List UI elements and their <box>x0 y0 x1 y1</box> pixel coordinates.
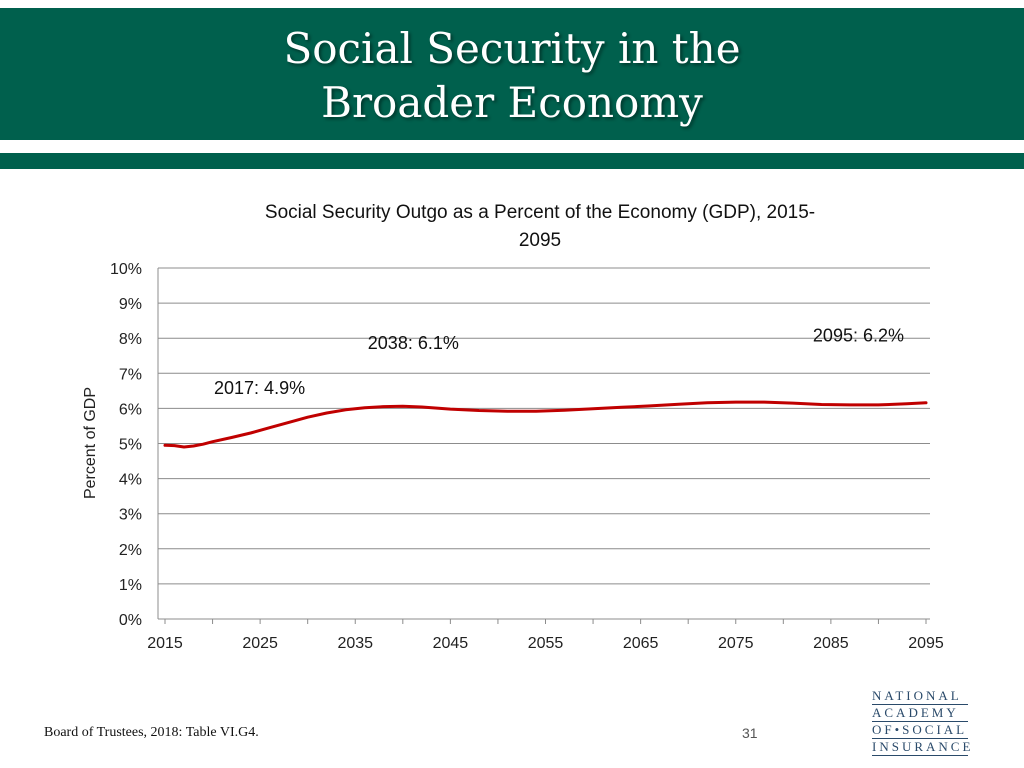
y-tick-label: 6% <box>119 401 142 418</box>
x-tick-label: 2075 <box>718 635 754 652</box>
slide-title-line-2: Broader Economy <box>321 78 703 127</box>
line-chart: Social Security Outgo as a Percent of th… <box>82 202 944 652</box>
title-stripe <box>0 153 1024 169</box>
y-axis-label: Percent of GDP <box>82 387 99 499</box>
y-tick-label: 1% <box>119 577 142 594</box>
x-tick-label: 2085 <box>813 635 849 652</box>
data-label: 2017: 4.9% <box>214 378 305 398</box>
y-tick-label: 9% <box>119 296 142 313</box>
x-tick-label: 2025 <box>242 635 278 652</box>
x-tick-label: 2035 <box>337 635 373 652</box>
logo-line-4: INSURANCE <box>872 739 974 756</box>
logo-line-2: ACADEMY <box>872 705 968 722</box>
y-tick-label: 0% <box>119 612 142 629</box>
y-tick-label: 4% <box>119 472 142 489</box>
data-label: 2038: 6.1% <box>368 333 459 353</box>
x-tick-label: 2055 <box>528 635 564 652</box>
x-tick-label: 2095 <box>908 635 944 652</box>
x-tick-label: 2045 <box>433 635 469 652</box>
page-number: 31 <box>742 725 758 741</box>
logo-line-3: OF•SOCIAL <box>872 722 968 739</box>
y-tick-label: 2% <box>119 542 142 559</box>
y-tick-label: 5% <box>119 437 142 454</box>
y-tick-label: 8% <box>119 331 142 348</box>
x-tick-label: 2065 <box>623 635 659 652</box>
y-tick-label: 3% <box>119 507 142 524</box>
nasi-logo: NATIONAL ACADEMY OF•SOCIAL INSURANCE <box>872 688 974 756</box>
title-banner: Social Security in the Broader Economy <box>0 8 1024 140</box>
logo-line-1: NATIONAL <box>872 688 968 705</box>
source-citation: Board of Trustees, 2018: Table VI.G4. <box>44 725 259 740</box>
y-tick-label: 10% <box>110 261 142 278</box>
series-line <box>163 400 928 449</box>
data-label: 2095: 6.2% <box>813 325 904 345</box>
slide-title: Social Security in the Broader Economy <box>0 22 1024 130</box>
y-tick-label: 7% <box>119 366 142 383</box>
chart-title-line-2: 2095 <box>519 230 561 251</box>
x-tick-label: 2015 <box>147 635 183 652</box>
chart-title-line-1: Social Security Outgo as a Percent of th… <box>265 202 815 223</box>
slide-title-line-1: Social Security in the <box>283 24 741 73</box>
